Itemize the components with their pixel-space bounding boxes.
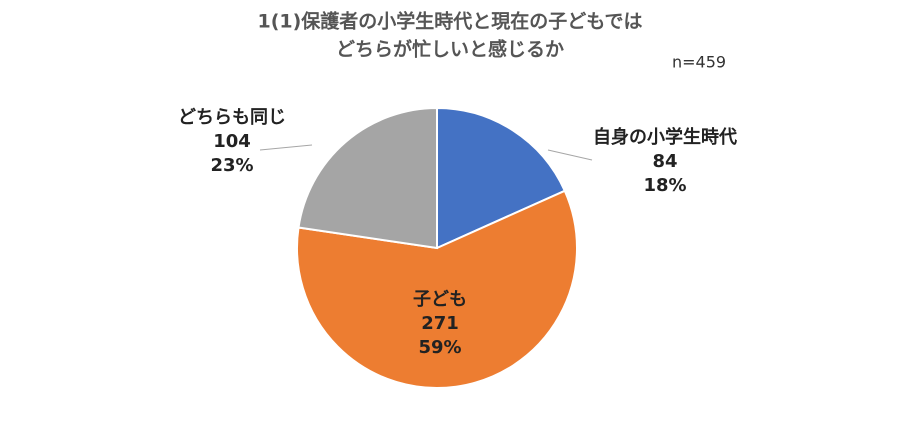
value-label: 84 [652,151,677,172]
labels: 自身の小学生時代 84 18% 子ども 271 59% どちらも同じ 104 23% [178,107,737,358]
pie-slice [436,106,567,250]
category-label: 自身の小学生時代 [593,126,737,148]
chart-title: 1(1)保護者の小学生時代と現在の子どもでは [257,10,642,33]
percent-label: 18% [643,175,686,196]
percent-label: 23% [210,155,253,176]
leader-line [259,144,313,151]
category-label: 子ども [413,289,467,310]
value-label: 271 [421,313,459,334]
sample-size: n=459 [672,53,726,72]
pie-slice [296,189,578,389]
chart-title: どちらが忙しいと感じるか [336,38,564,61]
category-label: どちらも同じ [178,107,286,128]
pie-slice [297,106,438,250]
pie [296,106,578,389]
leader-line [547,149,593,161]
percent-label: 59% [418,337,461,358]
value-label: 104 [213,131,251,152]
